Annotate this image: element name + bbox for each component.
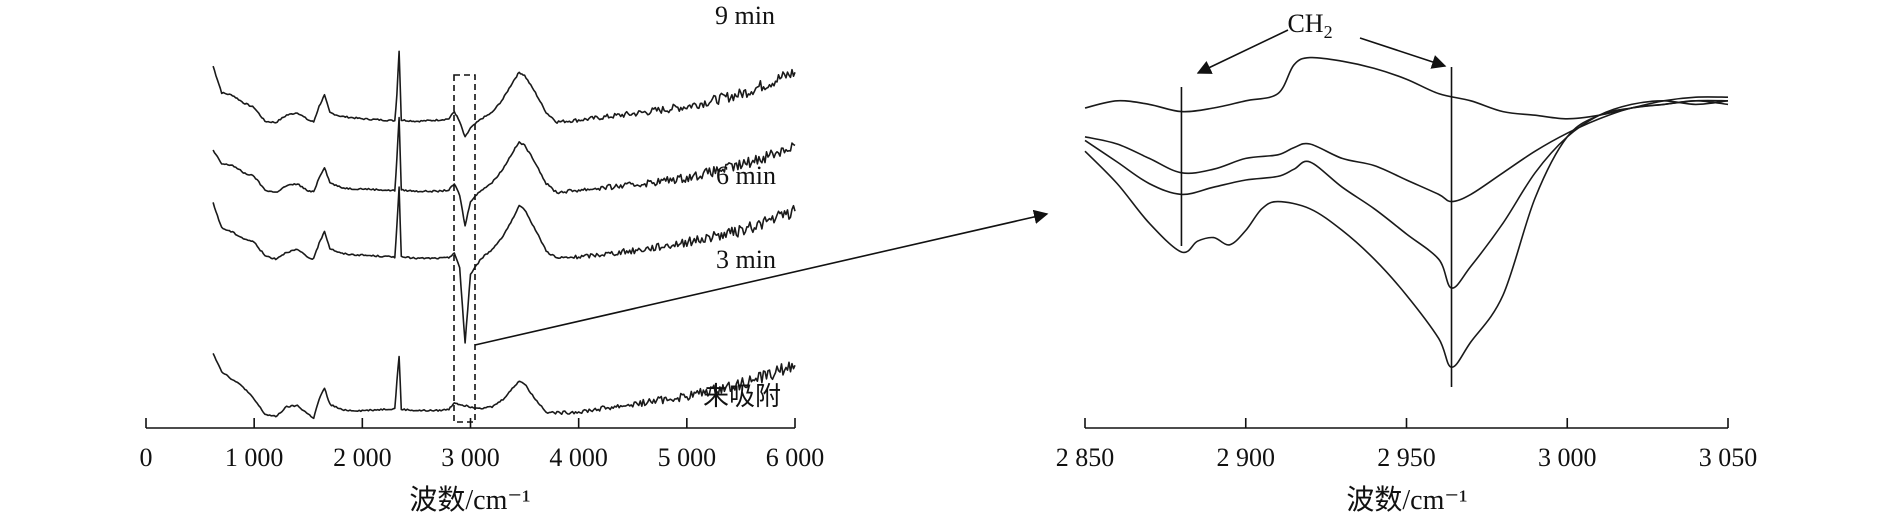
series-label-6min: 6 min <box>716 161 776 190</box>
right-x-tick-label: 3 000 <box>1538 443 1597 472</box>
left-x-tick-label: 2 000 <box>333 443 392 472</box>
left-series-group <box>212 50 796 420</box>
ch2-arrow-left <box>1196 29 1289 74</box>
spectrum-line-0 <box>212 353 796 420</box>
right-x-tick-label: 2 900 <box>1217 443 1276 472</box>
left-x-tick-label: 4 000 <box>549 443 608 472</box>
right-x-tick-label: 2 850 <box>1056 443 1115 472</box>
left-x-tick-label: 0 <box>140 443 153 472</box>
right-x-tick-label: 2 950 <box>1377 443 1436 472</box>
spectrum-line-1 <box>212 186 796 344</box>
left-x-tick-label: 1 000 <box>225 443 284 472</box>
series-label-unadsorbed: 未吸附 <box>703 382 781 411</box>
series-label-3min: 3 min <box>716 245 776 274</box>
left-spectrum-chart: 0 1 000 2 000 3 000 4 000 5 000 6 000 9 min 6 … <box>140 1 1049 516</box>
right-x-ticks: 2 850 2 900 2 950 3 000 3 050 <box>1056 418 1758 472</box>
left-x-tick-label: 6 000 <box>766 443 825 472</box>
right-x-axis-title: 波数/cm⁻¹ <box>1346 484 1467 516</box>
left-x-ticks: 0 1 000 2 000 3 000 4 000 5 000 6 000 <box>140 418 825 472</box>
zoom-spectrum-line-1 <box>1084 99 1729 203</box>
spectrum-line-3 <box>212 50 796 138</box>
ch2-label: CH2 <box>1287 9 1332 42</box>
spectrum-line-2 <box>212 116 796 227</box>
left-x-tick-label: 5 000 <box>658 443 717 472</box>
right-series-group <box>1084 56 1729 368</box>
ch2-arrow-right <box>1359 37 1447 69</box>
right-zoom-chart: 2 850 2 900 2 950 3 000 3 050 CH2 波数/cm⁻¹ <box>1056 9 1758 516</box>
ch2-marker-lines <box>1180 67 1453 387</box>
highlight-box <box>453 74 476 423</box>
right-x-tick-label: 3 050 <box>1699 443 1758 472</box>
series-label-9min: 9 min <box>715 1 775 30</box>
zoom-spectrum-line-3 <box>1084 100 1729 368</box>
zoom-arrow <box>474 209 1049 346</box>
zoom-spectrum-line-2 <box>1084 100 1729 289</box>
zoom-spectrum-line-0 <box>1084 56 1729 120</box>
left-x-axis-title: 波数/cm⁻¹ <box>409 484 530 516</box>
left-x-tick-label: 3 000 <box>441 443 500 472</box>
